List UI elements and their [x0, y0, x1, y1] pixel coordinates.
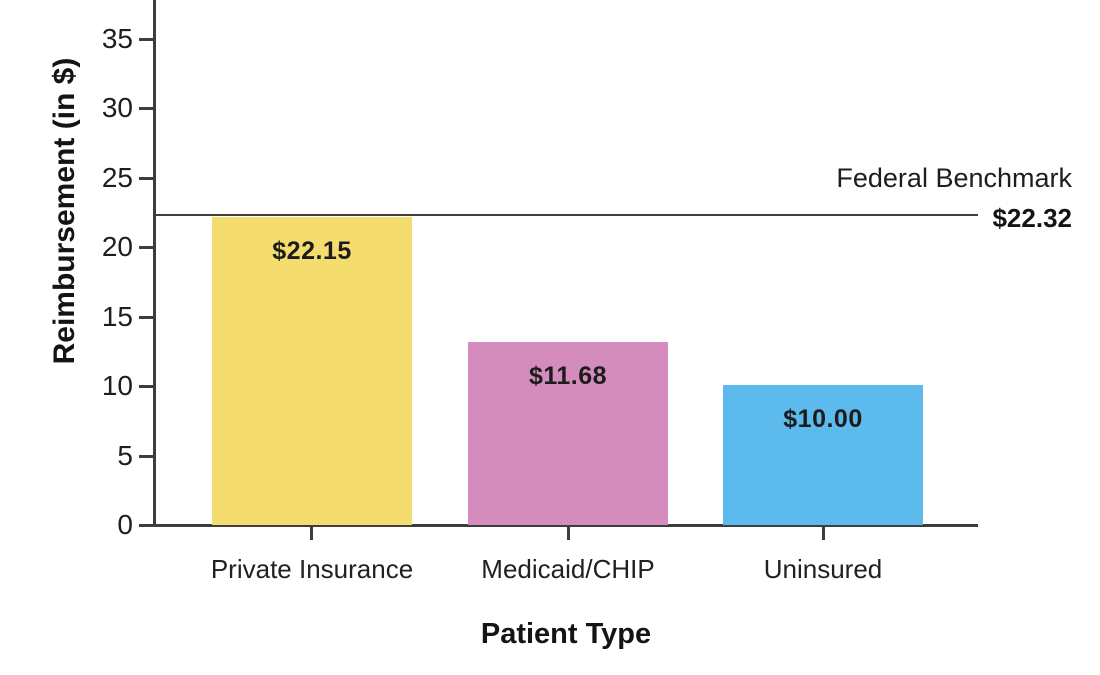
y-tick-label: 10	[101, 370, 133, 402]
y-tick-15: 15	[0, 301, 153, 332]
y-tick-mark	[139, 176, 153, 180]
y-tick-mark	[139, 246, 153, 250]
y-tick-mark	[139, 107, 153, 111]
y-tick-35: 35	[0, 23, 153, 54]
y-axis-title: Reimbursement (in $)	[48, 57, 81, 365]
y-tick-mark	[139, 454, 153, 458]
y-tick-0: 0	[0, 509, 153, 540]
x-tick-medicaid-chip	[567, 527, 570, 540]
y-tick-5: 5	[0, 440, 153, 471]
y-axis-line	[153, 0, 156, 527]
y-tick-10: 10	[0, 370, 153, 401]
y-tick-mark	[139, 37, 153, 41]
y-tick-label: 25	[101, 161, 133, 193]
bar-medicaid-chip: $11.68	[468, 342, 668, 525]
x-tick-uninsured	[822, 527, 825, 540]
x-tick-private-insurance	[310, 527, 313, 540]
bar-value-label: $22.15	[272, 237, 352, 265]
y-tick-label: 30	[101, 92, 133, 124]
category-label-private-insurance: Private Insurance	[210, 554, 414, 584]
federal-benchmark-line	[153, 214, 978, 217]
y-tick-25: 25	[0, 162, 153, 193]
y-tick-label: 5	[117, 439, 133, 471]
y-tick-label: 20	[101, 231, 133, 263]
y-tick-label: 35	[101, 22, 133, 54]
x-axis-line	[153, 524, 978, 527]
x-axis-title: Patient Type	[480, 618, 652, 650]
y-tick-label: 15	[101, 300, 133, 332]
bar-value-label: $11.68	[528, 362, 608, 390]
federal-benchmark-labels: Federal Benchmark $22.32	[836, 162, 1072, 233]
y-tick-label: 0	[117, 509, 133, 540]
bar-private-insurance: $22.15	[212, 217, 412, 525]
federal-benchmark-value: $22.32	[992, 203, 1072, 233]
category-label-uninsured: Uninsured	[763, 554, 883, 584]
y-tick-mark	[139, 385, 153, 389]
bar-value-label: $10.00	[783, 405, 863, 433]
bar-uninsured: $10.00	[723, 385, 923, 525]
y-tick-30: 30	[0, 92, 153, 123]
y-tick-mark	[139, 524, 153, 527]
y-tick-mark	[139, 315, 153, 319]
category-label-medicaid-chip: Medicaid/CHIP	[481, 554, 655, 584]
federal-benchmark-label: Federal Benchmark	[836, 163, 1072, 193]
y-tick-20: 20	[0, 231, 153, 262]
